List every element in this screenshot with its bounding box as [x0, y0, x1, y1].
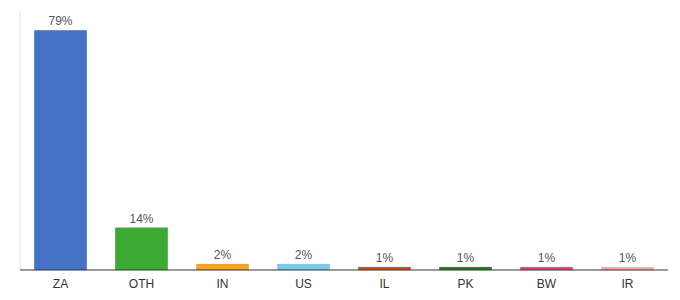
data-label: 2% — [295, 248, 313, 262]
data-label: 2% — [214, 248, 232, 262]
x-tick-label: IL — [379, 277, 389, 291]
bars — [34, 30, 654, 270]
x-tick-label: IR — [622, 277, 634, 291]
data-label: 1% — [619, 251, 637, 265]
x-tick-label: US — [295, 277, 312, 291]
data-label: 14% — [129, 212, 153, 226]
chart: 79% 14% 2% 2% 1% 1% 1% 1% ZA OTH IN US IL PK BW IR — [0, 0, 680, 300]
bar — [277, 264, 330, 270]
chart-container: 79% 14% 2% 2% 1% 1% 1% 1% ZA OTH IN US IL PK BW IR — [0, 0, 680, 300]
bar — [115, 228, 168, 270]
data-label: 1% — [457, 251, 475, 265]
data-label: 1% — [376, 251, 394, 265]
x-tick-label: BW — [537, 277, 557, 291]
x-tick-label: ZA — [53, 277, 68, 291]
y-range-line — [20, 12, 21, 270]
x-tick-label: OTH — [129, 277, 154, 291]
x-tick-label: IN — [217, 277, 229, 291]
x-axis-line — [20, 270, 668, 271]
bar — [196, 264, 249, 270]
bar — [34, 30, 87, 270]
x-tick-label: PK — [457, 277, 473, 291]
data-label: 79% — [48, 14, 72, 28]
data-label: 1% — [538, 251, 556, 265]
